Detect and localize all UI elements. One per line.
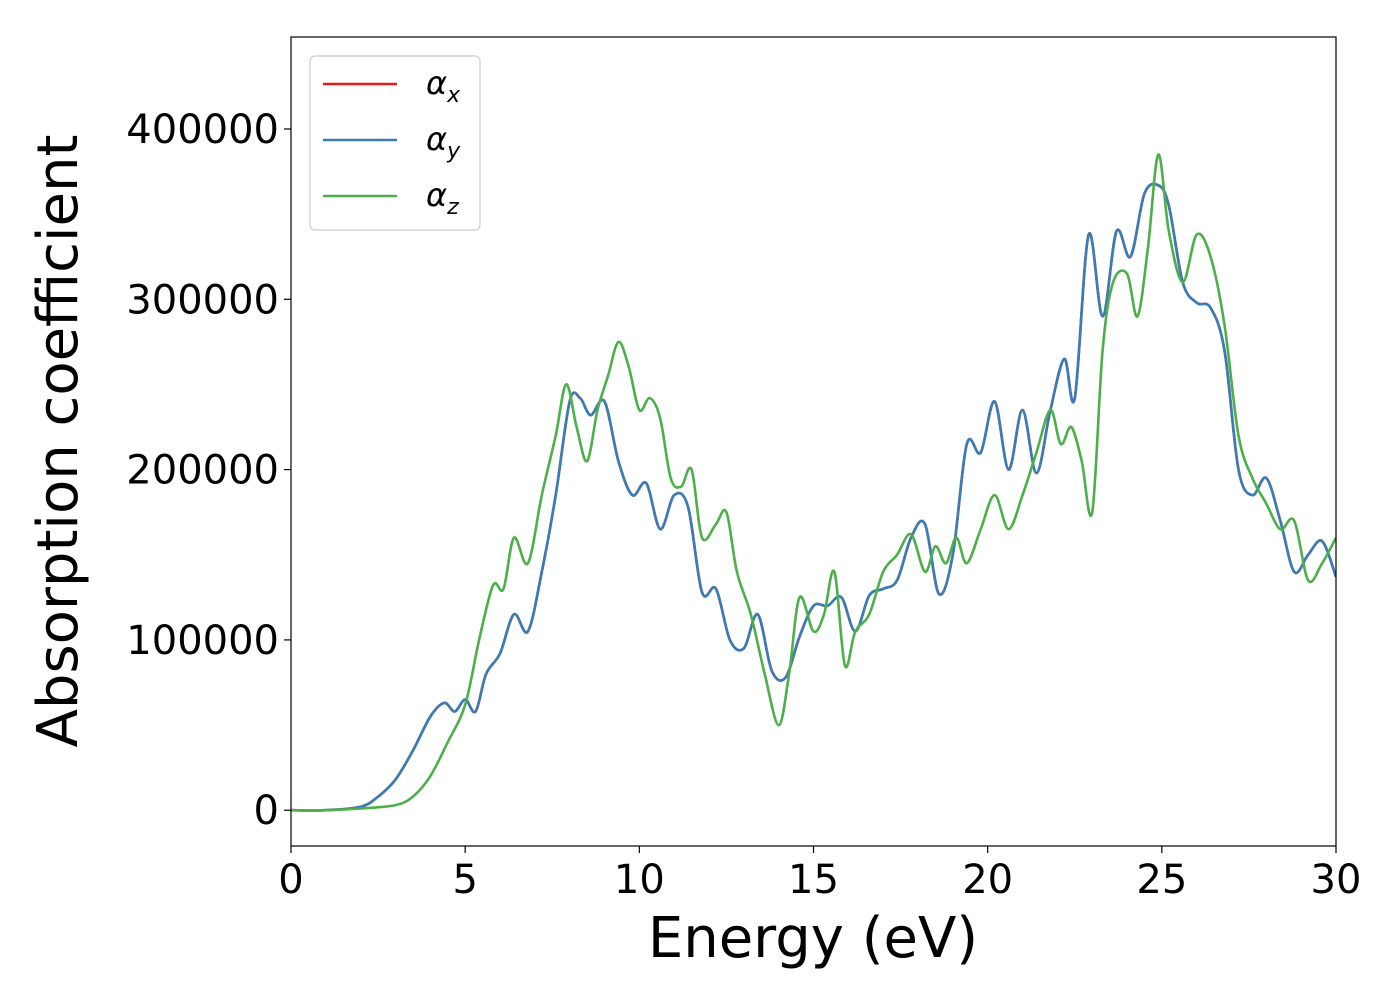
legend-box — [309, 55, 481, 231]
y-axis-ticks: 0 100000 200000 300000 400000 — [126, 107, 291, 834]
x-tick-label: 10 — [614, 857, 665, 903]
series-line-y — [291, 182, 1336, 812]
series-line-z — [291, 153, 1336, 812]
y-axis-title: Absorption coefficient — [26, 135, 91, 748]
y-tick-label: 0 — [254, 788, 279, 834]
y-tick-label: 100000 — [126, 618, 279, 664]
x-axis-title: Energy (eV) — [648, 906, 978, 971]
y-tick-label: 200000 — [126, 448, 279, 494]
x-tick-label: 5 — [452, 857, 477, 903]
x-tick-label: 0 — [278, 857, 303, 903]
x-tick-label: 15 — [788, 857, 839, 903]
y-tick-label: 300000 — [126, 277, 279, 323]
x-axis-ticks: 0 5 10 15 20 25 30 — [278, 846, 1361, 903]
x-tick-label: 25 — [1136, 857, 1187, 903]
y-tick-label: 400000 — [126, 107, 279, 153]
x-tick-label: 30 — [1311, 857, 1362, 903]
x-tick-label: 20 — [962, 857, 1013, 903]
series-layer — [291, 153, 1336, 812]
